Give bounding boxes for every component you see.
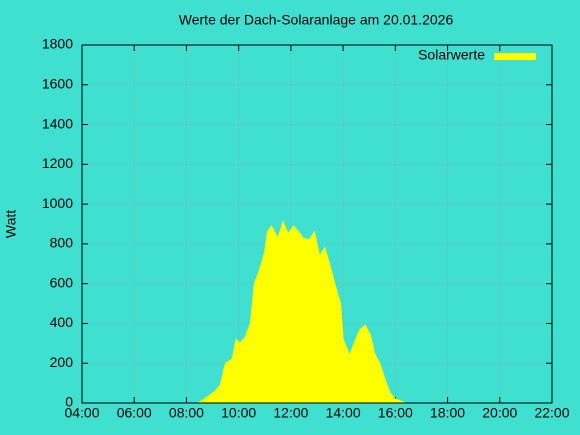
- legend-label: Solarwerte: [418, 47, 485, 63]
- x-tick-label: 16:00: [378, 405, 413, 421]
- y-axis-label: Watt: [3, 210, 19, 238]
- x-tick-label: 20:00: [482, 405, 517, 421]
- x-tick-label: 14:00: [326, 405, 361, 421]
- legend-swatch: [494, 53, 536, 60]
- x-tick-label: 04:00: [64, 405, 99, 421]
- x-tick-label: 22:00: [534, 405, 569, 421]
- chart-title: Werte der Dach-Solaranlage am 20.01.2026: [179, 12, 454, 28]
- y-tick-label: 200: [50, 354, 74, 370]
- x-tick-label: 18:00: [430, 405, 465, 421]
- x-tick-label: 06:00: [117, 405, 152, 421]
- y-tick-label: 1400: [42, 115, 73, 131]
- y-tick-label: 600: [50, 274, 74, 290]
- y-tick-label: 400: [50, 314, 74, 330]
- y-tick-label: 0: [65, 394, 73, 410]
- y-tick-label: 800: [50, 235, 74, 251]
- y-tick-label: 1200: [42, 155, 73, 171]
- y-tick-label: 1600: [42, 75, 73, 91]
- x-tick-label: 12:00: [273, 405, 308, 421]
- y-tick-label: 1000: [42, 195, 73, 211]
- x-tick-label: 08:00: [169, 405, 204, 421]
- area: [196, 220, 406, 404]
- x-tick-label: 10:00: [221, 405, 256, 421]
- plot-border: [81, 44, 553, 404]
- y-tick-label: 1800: [42, 36, 73, 52]
